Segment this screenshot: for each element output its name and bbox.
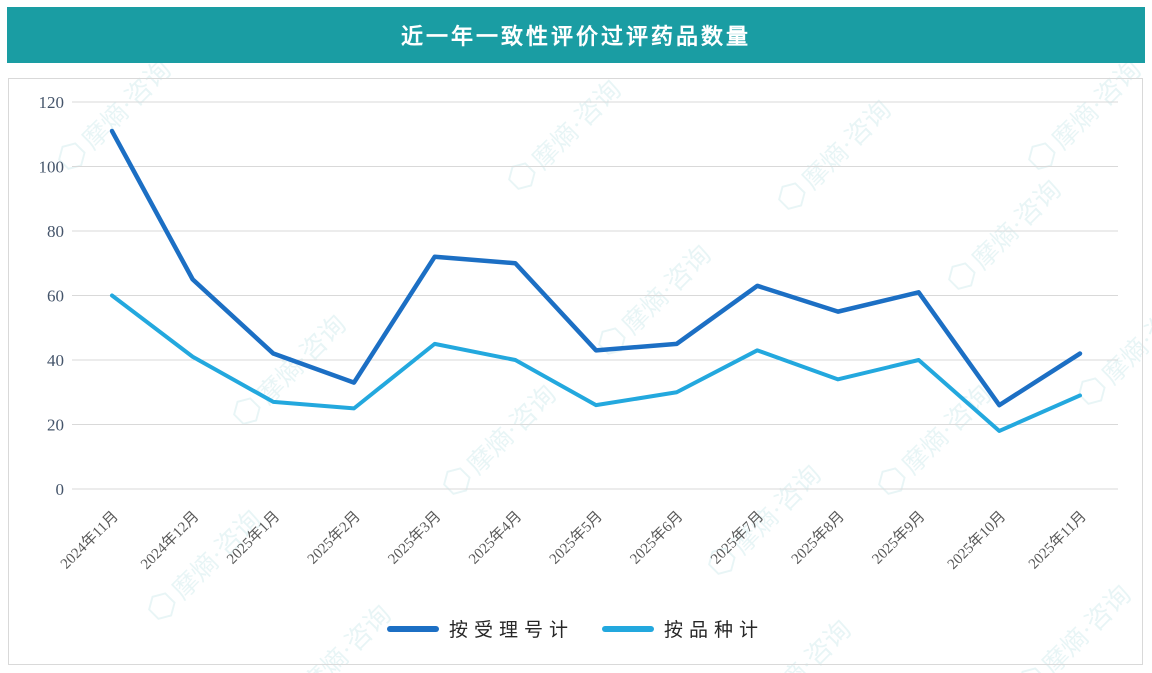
x-axis-label-2: 2025年1月 xyxy=(223,508,283,568)
x-axis-label-1: 2024年12月 xyxy=(137,508,202,573)
x-axis-label-5: 2025年4月 xyxy=(465,508,525,568)
x-axis-label-6: 2025年5月 xyxy=(546,508,606,568)
chart-legend: 按受理号计 按品种计 xyxy=(9,615,1142,642)
y-tick-label-40: 40 xyxy=(47,351,64,370)
x-axis-label-12: 2025年11月 xyxy=(1025,508,1090,573)
x-axis-label-4: 2025年3月 xyxy=(385,508,445,568)
series-line-0 xyxy=(109,128,1083,408)
y-tick-label-120: 120 xyxy=(39,93,65,112)
x-axis-label-0: 2024年11月 xyxy=(57,508,122,573)
y-tick-label-100: 100 xyxy=(39,158,65,177)
x-axis-label-3: 2025年2月 xyxy=(304,508,364,568)
y-tick-label-0: 0 xyxy=(56,480,65,499)
legend-item-series-1: 按受理号计 xyxy=(386,615,574,642)
x-axis-label-8: 2025年7月 xyxy=(707,508,767,568)
y-tick-label-80: 80 xyxy=(47,222,64,241)
x-axis-label-11: 2025年10月 xyxy=(944,508,1009,573)
series-line-1 xyxy=(110,293,1082,433)
chart-title-bar: 近一年一致性评价过评药品数量 xyxy=(7,7,1145,63)
line-chart: 0 20 40 60 80 100 120 2024年11月 2024年12月 2025年1月 20… xyxy=(39,93,1118,573)
legend-line-swatch-dark-blue xyxy=(386,625,439,632)
legend-label-series-1: 按受理号计 xyxy=(448,620,574,641)
x-axis-label-9: 2025年8月 xyxy=(788,508,848,568)
y-tick-label-20: 20 xyxy=(47,416,64,435)
y-tick-label-60: 60 xyxy=(47,287,64,306)
x-axis-label-7: 2025年6月 xyxy=(627,508,687,568)
chart-panel: 0 20 40 60 80 100 120 2024年11月 2024年12月 2025年1月 20… xyxy=(8,78,1143,665)
legend-line-swatch-light-blue xyxy=(602,625,654,632)
legend-item-series-2: 按品种计 xyxy=(602,615,764,642)
chart-title: 近一年一致性评价过评药品数量 xyxy=(400,24,751,49)
x-axis-label-10: 2025年9月 xyxy=(869,508,929,568)
legend-label-series-2: 按品种计 xyxy=(664,620,765,641)
